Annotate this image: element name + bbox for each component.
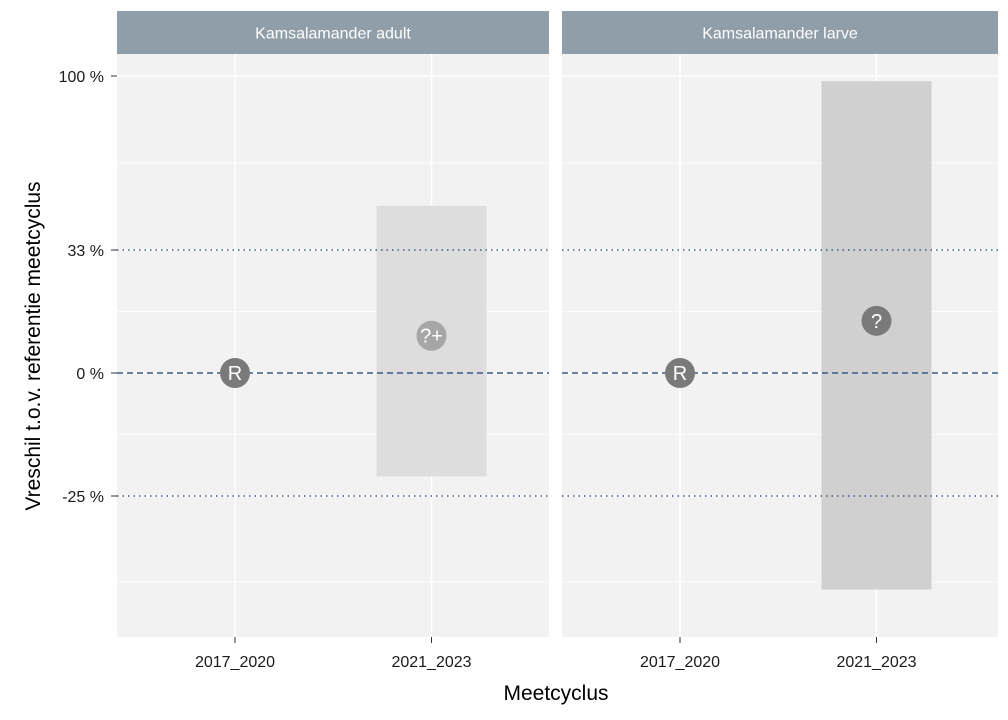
estimate-point bbox=[665, 358, 695, 388]
estimate-point bbox=[220, 358, 250, 388]
x-tick-label: 2021_2023 bbox=[391, 654, 471, 671]
y-axis: 100 % 33 % 0 % -25 % bbox=[59, 69, 117, 506]
panel-title: Kamsalamander adult bbox=[255, 26, 411, 43]
x-tick-label: 2017_2020 bbox=[640, 654, 720, 671]
x-tick-label: 2021_2023 bbox=[836, 654, 916, 671]
estimate-point-label: R bbox=[228, 363, 242, 385]
estimate-point bbox=[861, 305, 892, 336]
panel-title: Kamsalamander larve bbox=[702, 26, 858, 43]
estimate-point-label: ?+ bbox=[420, 326, 443, 348]
estimate-point-label: ? bbox=[871, 311, 882, 333]
x-axis-title: Meetcyclus bbox=[503, 682, 608, 705]
panel-strip bbox=[562, 11, 998, 54]
panel-1: Kamsalamander adult 2017_2020 2021_2023 R ?+ bbox=[117, 11, 549, 671]
y-tick-label: -25 % bbox=[62, 489, 104, 506]
estimate-point bbox=[416, 320, 447, 351]
panel-2: Kamsalamander larve 2017_2020 2021_2023 R? bbox=[562, 11, 998, 671]
y-tick-label: 100 % bbox=[59, 69, 104, 86]
facet-panels: Kamsalamander adult 2017_2020 2021_2023 R ?+… bbox=[117, 11, 998, 671]
panel-strip bbox=[117, 11, 549, 54]
estimate-point-label: R bbox=[673, 363, 687, 385]
panel-background bbox=[562, 54, 998, 637]
y-tick-label: 0 % bbox=[76, 366, 104, 383]
y-axis-title: Vreschil t.o.v. referentie meetcyclus bbox=[22, 181, 45, 510]
y-tick-label: 33 % bbox=[68, 243, 104, 260]
x-tick-label: 2017_2020 bbox=[195, 654, 275, 671]
